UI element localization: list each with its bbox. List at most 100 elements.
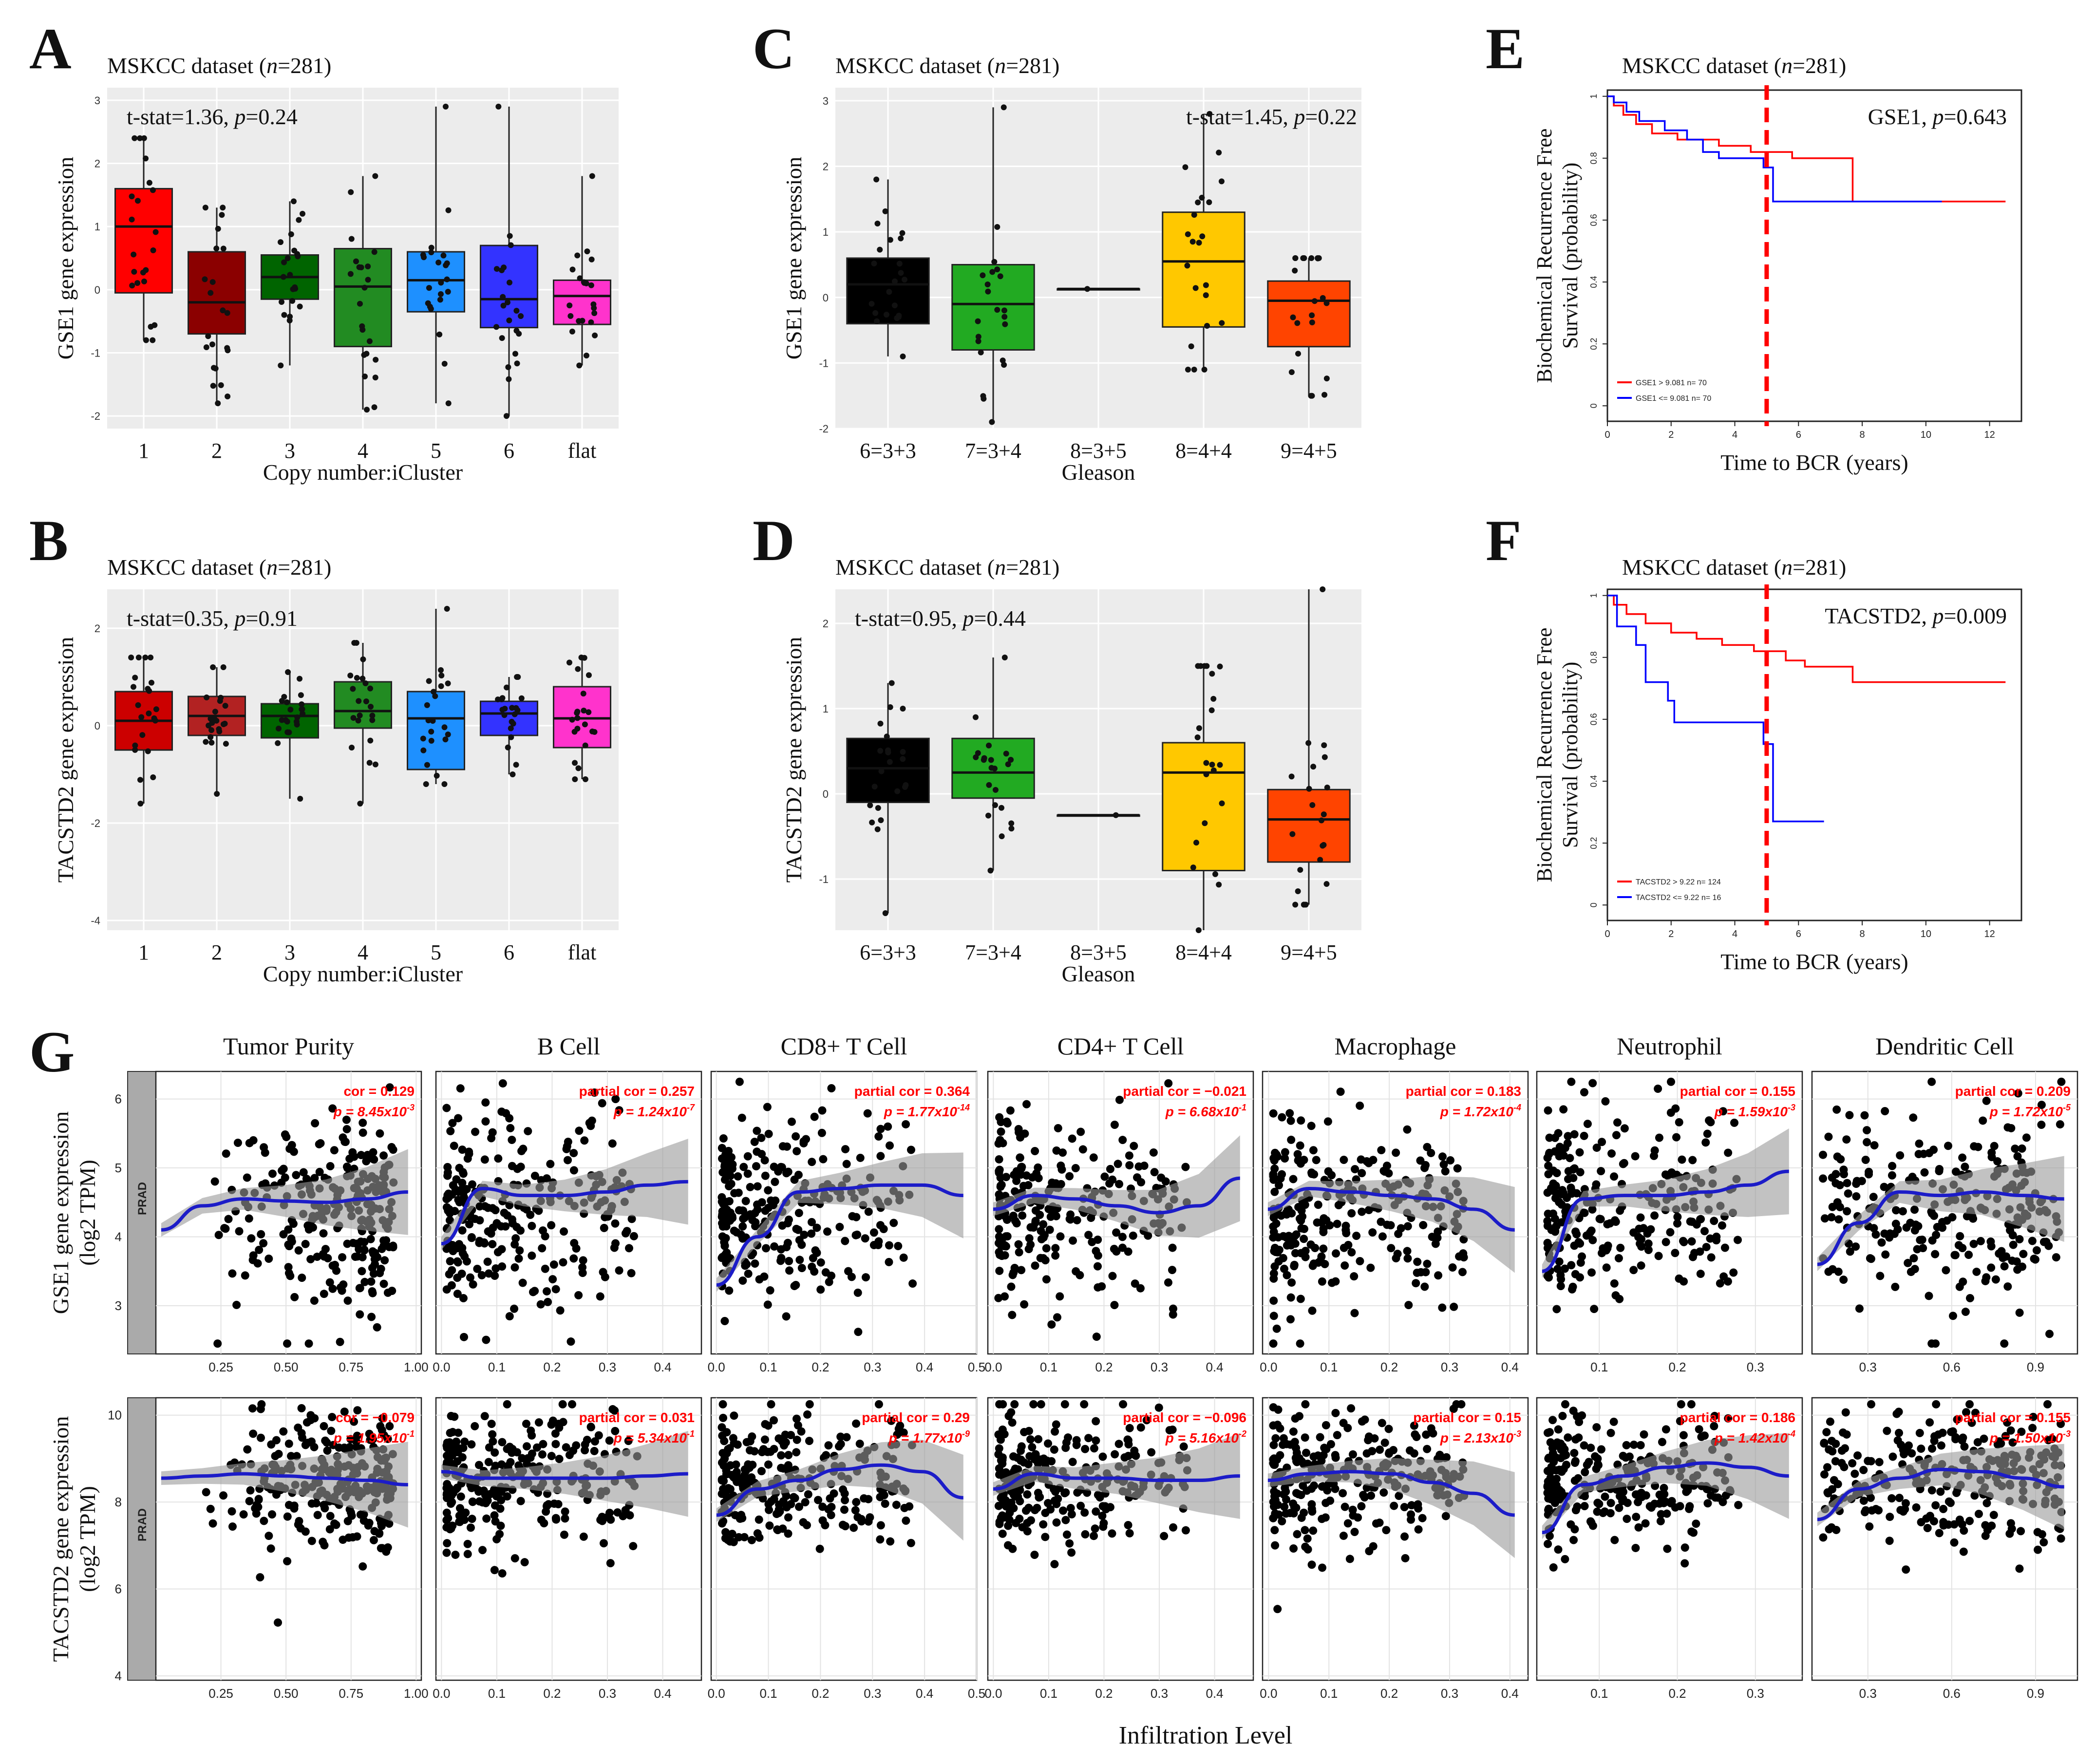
data-point bbox=[1279, 1232, 1288, 1240]
x-tick-label: 0.2 bbox=[1095, 1360, 1113, 1374]
data-point bbox=[560, 1227, 568, 1236]
data-point bbox=[997, 1127, 1005, 1136]
p-value-label: p = 5.16x10-2 bbox=[1165, 1429, 1246, 1445]
data-point bbox=[855, 1440, 864, 1448]
data-point bbox=[851, 1506, 860, 1515]
data-point bbox=[1039, 1233, 1048, 1242]
data-point bbox=[1321, 1260, 1329, 1269]
data-point bbox=[1303, 1534, 1312, 1543]
data-point bbox=[1047, 1457, 1056, 1465]
data-point bbox=[817, 1128, 826, 1137]
x-tick-label: 0.4 bbox=[654, 1360, 671, 1374]
data-point bbox=[1563, 1139, 1572, 1148]
data-point bbox=[1548, 1416, 1557, 1425]
data-point bbox=[998, 1252, 1006, 1260]
data-point bbox=[1729, 1268, 1738, 1277]
data-point bbox=[1944, 1520, 1953, 1529]
data-point bbox=[1927, 1486, 1936, 1495]
data-point bbox=[1294, 320, 1301, 326]
data-point bbox=[1850, 1469, 1859, 1478]
data-point bbox=[1820, 1214, 1829, 1223]
data-point bbox=[1976, 1237, 1985, 1245]
data-point bbox=[1429, 1429, 1437, 1438]
strip-background bbox=[127, 1071, 156, 1354]
data-point bbox=[797, 1240, 806, 1249]
data-point bbox=[585, 672, 592, 678]
data-point bbox=[474, 1487, 483, 1496]
data-point bbox=[1869, 1224, 1878, 1233]
data-point bbox=[369, 1148, 377, 1157]
data-point bbox=[1967, 1418, 1976, 1427]
data-point bbox=[547, 1221, 556, 1230]
data-point bbox=[213, 245, 220, 252]
data-point bbox=[428, 306, 434, 312]
data-point bbox=[499, 267, 505, 273]
data-point bbox=[1819, 1150, 1828, 1159]
data-point bbox=[883, 312, 889, 318]
data-point bbox=[1301, 1526, 1309, 1535]
data-point bbox=[1593, 1460, 1602, 1468]
data-point bbox=[590, 1088, 599, 1097]
data-point bbox=[1286, 1293, 1295, 1302]
data-point bbox=[1570, 1130, 1579, 1139]
data-point bbox=[1010, 1400, 1019, 1408]
data-point bbox=[367, 685, 374, 692]
data-point bbox=[1113, 812, 1119, 818]
data-point bbox=[428, 729, 434, 735]
data-point bbox=[254, 1502, 263, 1511]
data-point bbox=[1929, 1145, 1938, 1154]
data-point bbox=[1578, 1252, 1586, 1261]
data-point bbox=[208, 727, 215, 733]
data-point bbox=[1574, 1433, 1583, 1442]
data-point bbox=[1705, 1116, 1714, 1125]
data-point bbox=[1403, 1247, 1412, 1256]
data-point bbox=[908, 1279, 917, 1288]
data-point bbox=[338, 1253, 347, 1262]
data-point bbox=[888, 680, 895, 686]
data-point bbox=[900, 705, 906, 712]
data-point bbox=[627, 1269, 636, 1277]
data-point bbox=[1592, 1423, 1601, 1432]
panel-letter-d: D bbox=[753, 508, 795, 573]
data-point bbox=[1272, 1324, 1281, 1333]
x-tick-label: 0 bbox=[1604, 929, 1610, 939]
data-point bbox=[2044, 1436, 2053, 1445]
data-point bbox=[1545, 1532, 1554, 1540]
data-point bbox=[1871, 1230, 1880, 1239]
data-point bbox=[1045, 1225, 1054, 1234]
data-point bbox=[1567, 1261, 1576, 1270]
data-point bbox=[784, 1461, 793, 1470]
data-point bbox=[1090, 1444, 1098, 1453]
data-point bbox=[730, 1439, 738, 1447]
data-point bbox=[1069, 1236, 1077, 1245]
data-point bbox=[717, 1475, 726, 1484]
data-point bbox=[498, 1438, 507, 1446]
x-tick-label: 0.4 bbox=[1501, 1360, 1519, 1374]
data-point bbox=[1323, 1117, 1332, 1126]
data-point bbox=[720, 1175, 729, 1184]
data-point bbox=[1301, 1400, 1310, 1408]
data-point bbox=[1960, 1526, 1968, 1535]
x-tick-label: 0.1 bbox=[1590, 1360, 1608, 1374]
data-point bbox=[721, 1251, 730, 1259]
data-point bbox=[1280, 1264, 1288, 1273]
data-point bbox=[360, 1245, 369, 1254]
data-point bbox=[808, 1262, 816, 1271]
data-point bbox=[256, 1433, 265, 1442]
data-point bbox=[373, 1323, 381, 1332]
data-point bbox=[1031, 1506, 1039, 1515]
data-point bbox=[131, 269, 137, 275]
data-point bbox=[582, 721, 588, 728]
data-point bbox=[1820, 1439, 1829, 1448]
data-point bbox=[887, 704, 893, 710]
data-point bbox=[1368, 1447, 1377, 1456]
x-tick-label: 6=3+3 bbox=[860, 439, 916, 463]
data-point bbox=[343, 1164, 352, 1173]
data-point bbox=[2008, 1438, 2017, 1447]
data-point bbox=[1880, 1182, 1888, 1191]
data-point bbox=[130, 684, 136, 690]
data-point bbox=[1017, 1164, 1026, 1173]
data-point bbox=[752, 1162, 761, 1171]
data-point bbox=[2013, 1152, 2022, 1161]
